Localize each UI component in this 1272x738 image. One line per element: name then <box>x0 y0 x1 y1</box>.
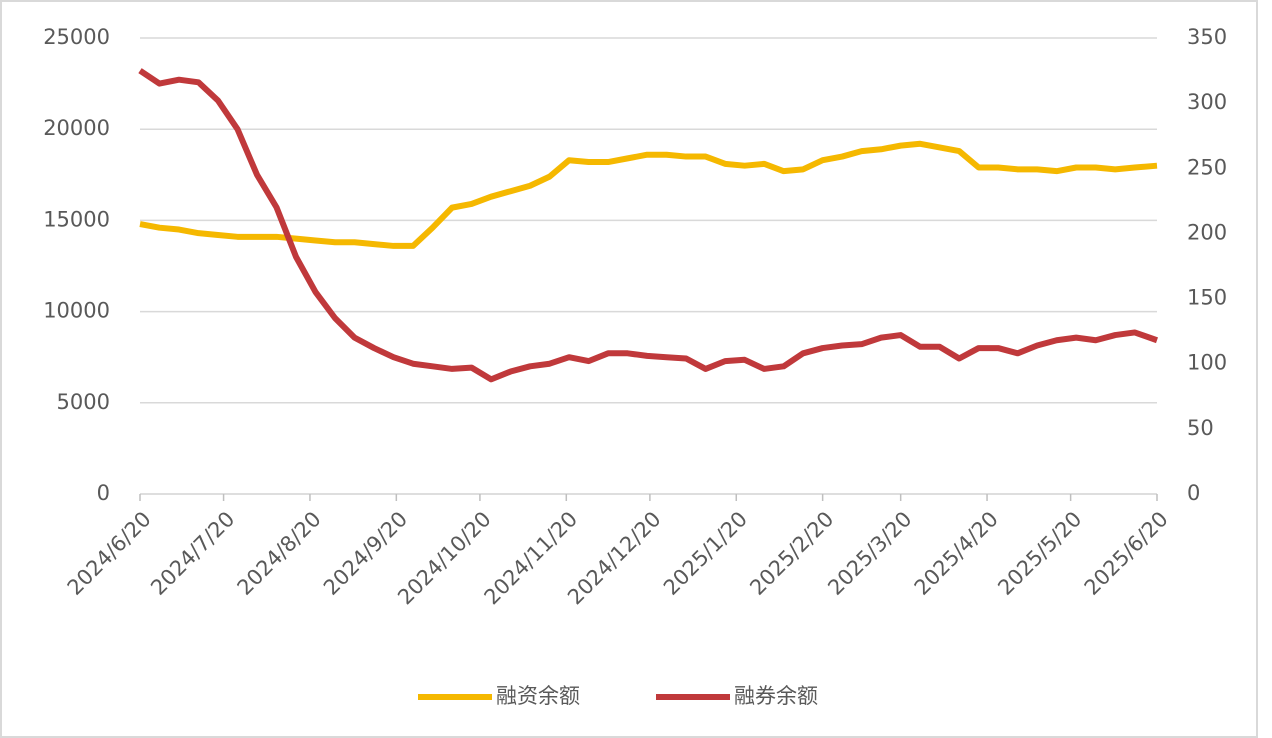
legend-label: 融资余额 <box>496 684 580 708</box>
y2-tick-label: 350 <box>1187 25 1227 49</box>
y2-tick-label: 0 <box>1187 481 1200 505</box>
y2-tick-label: 150 <box>1187 286 1227 310</box>
y-tick-label: 10000 <box>43 299 110 323</box>
y2-tick-label: 50 <box>1187 416 1214 440</box>
y-tick-label: 5000 <box>57 390 110 414</box>
y2-tick-label: 250 <box>1187 155 1227 179</box>
legend-label: 融券余额 <box>734 684 818 708</box>
y-tick-label: 15000 <box>43 207 110 231</box>
y2-tick-label: 200 <box>1187 220 1227 244</box>
y2-tick-label: 100 <box>1187 351 1227 375</box>
y-tick-label: 25000 <box>43 25 110 49</box>
y-tick-label: 0 <box>97 481 110 505</box>
series-line <box>139 140 1158 249</box>
series-line <box>138 68 1158 383</box>
y2-tick-label: 300 <box>1187 90 1227 114</box>
y-tick-label: 20000 <box>43 116 110 140</box>
